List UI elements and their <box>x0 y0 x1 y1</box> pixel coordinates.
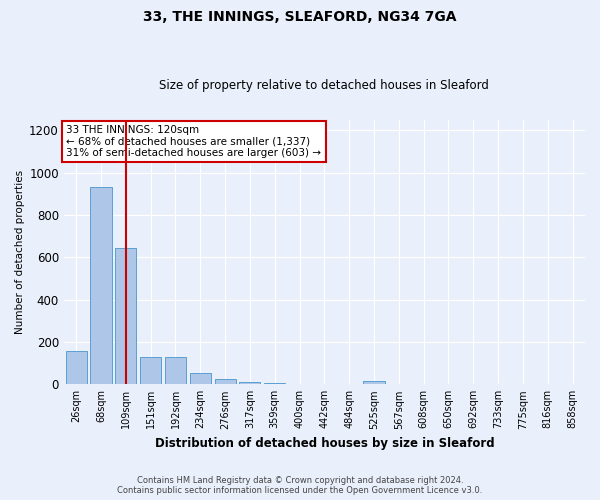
Bar <box>264 383 285 384</box>
Bar <box>115 248 136 384</box>
X-axis label: Distribution of detached houses by size in Sleaford: Distribution of detached houses by size … <box>155 437 494 450</box>
Text: 33, THE INNINGS, SLEAFORD, NG34 7GA: 33, THE INNINGS, SLEAFORD, NG34 7GA <box>143 10 457 24</box>
Bar <box>165 357 186 384</box>
Text: Contains HM Land Registry data © Crown copyright and database right 2024.
Contai: Contains HM Land Registry data © Crown c… <box>118 476 482 495</box>
Bar <box>190 372 211 384</box>
Bar <box>215 379 236 384</box>
Title: Size of property relative to detached houses in Sleaford: Size of property relative to detached ho… <box>160 79 490 92</box>
Bar <box>364 381 385 384</box>
Text: 33 THE INNINGS: 120sqm
← 68% of detached houses are smaller (1,337)
31% of semi-: 33 THE INNINGS: 120sqm ← 68% of detached… <box>67 125 322 158</box>
Bar <box>65 352 87 384</box>
Bar <box>91 188 112 384</box>
Bar <box>140 357 161 384</box>
Y-axis label: Number of detached properties: Number of detached properties <box>15 170 25 334</box>
Bar <box>239 382 260 384</box>
